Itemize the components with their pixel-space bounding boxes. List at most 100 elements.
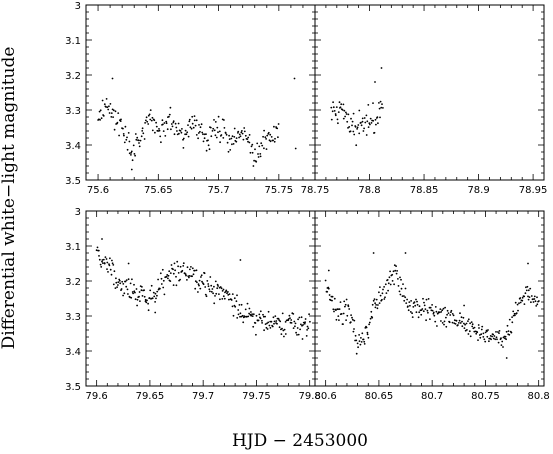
data-point: [165, 275, 168, 278]
data-point: [188, 118, 191, 121]
data-point: [102, 262, 104, 264]
data-point: [532, 298, 534, 300]
data-point: [207, 144, 210, 147]
data-point: [260, 142, 263, 145]
data-point: [210, 290, 213, 293]
data-point: [330, 106, 333, 109]
data-point: [220, 134, 223, 136]
data-point: [230, 299, 233, 301]
data-point: [241, 314, 244, 317]
data-point: [350, 117, 352, 120]
data-point: [123, 141, 126, 144]
data-point: [209, 276, 212, 278]
x-tick-label: 80.7: [421, 391, 443, 402]
data-point: [140, 289, 143, 292]
data-point: [139, 139, 142, 142]
data-point: [105, 106, 107, 108]
data-point: [194, 287, 197, 290]
data-point: [350, 314, 352, 316]
data-point: [423, 301, 425, 304]
data-point: [516, 303, 519, 306]
data-point: [354, 334, 357, 337]
data-point: [121, 280, 124, 283]
data-point: [234, 305, 237, 308]
data-point: [267, 321, 270, 324]
data-point: [176, 260, 179, 263]
data-point: [107, 108, 110, 111]
data-point: [209, 290, 211, 293]
x-tick-label: 78.85: [410, 185, 439, 196]
data-point: [379, 294, 382, 297]
data-point: [161, 119, 164, 122]
data-point: [344, 303, 347, 306]
data-point: [248, 307, 251, 310]
data-point: [138, 142, 140, 144]
data-point: [352, 130, 355, 133]
data-point: [130, 151, 133, 154]
data-point: [208, 288, 211, 291]
data-point: [468, 330, 471, 333]
data-point: [100, 266, 103, 268]
data-point: [195, 269, 198, 272]
data-point: [265, 138, 267, 140]
data-point: [200, 274, 203, 277]
data-point: [410, 300, 412, 302]
data-point: [113, 270, 116, 273]
data-point: [261, 319, 263, 322]
data-point: [224, 132, 227, 135]
data-point: [261, 322, 263, 324]
data-point: [479, 336, 482, 339]
data-point: [217, 115, 220, 118]
data-point: [345, 298, 348, 301]
data-point: [265, 326, 268, 329]
data-point: [214, 280, 217, 283]
data-point: [203, 272, 206, 275]
data-point: [480, 333, 483, 336]
data-point: [349, 130, 352, 133]
data-point: [187, 124, 189, 126]
data-point: [507, 330, 510, 332]
data-point: [493, 335, 496, 337]
data-point: [344, 305, 346, 308]
data-point: [185, 274, 187, 277]
data-point: [164, 135, 167, 137]
data-point: [191, 267, 194, 270]
data-point: [114, 110, 117, 113]
data-point: [438, 311, 441, 314]
data-point: [296, 327, 299, 329]
data-point: [219, 286, 222, 288]
data-point: [290, 319, 293, 321]
data-point: [262, 315, 265, 318]
data-point: [275, 320, 278, 322]
data-point: [173, 133, 176, 136]
data-point: [191, 122, 194, 125]
data-point: [231, 143, 233, 146]
data-point: [453, 319, 456, 322]
data-point: [370, 122, 373, 124]
data-point: [214, 121, 217, 123]
data-point: [143, 295, 146, 298]
data-point: [397, 278, 399, 280]
data-point: [107, 271, 109, 273]
data-point: [339, 301, 342, 303]
data-point: [373, 131, 376, 134]
data-point: [123, 134, 125, 137]
data-point: [464, 323, 466, 326]
data-point: [281, 327, 283, 330]
data-point: [228, 138, 231, 141]
data-point: [395, 265, 397, 267]
data-point: [477, 324, 480, 326]
data-point: [229, 149, 232, 151]
data-point: [337, 122, 339, 125]
data-point: [169, 280, 172, 282]
data-point: [252, 325, 255, 328]
data-point: [222, 295, 225, 298]
data-point: [366, 331, 369, 334]
data-point: [416, 300, 418, 303]
data-point: [162, 279, 165, 282]
data-point: [445, 325, 448, 328]
data-point: [505, 330, 508, 333]
data-point: [440, 320, 442, 322]
data-point: [299, 328, 301, 331]
data-point: [394, 269, 397, 272]
